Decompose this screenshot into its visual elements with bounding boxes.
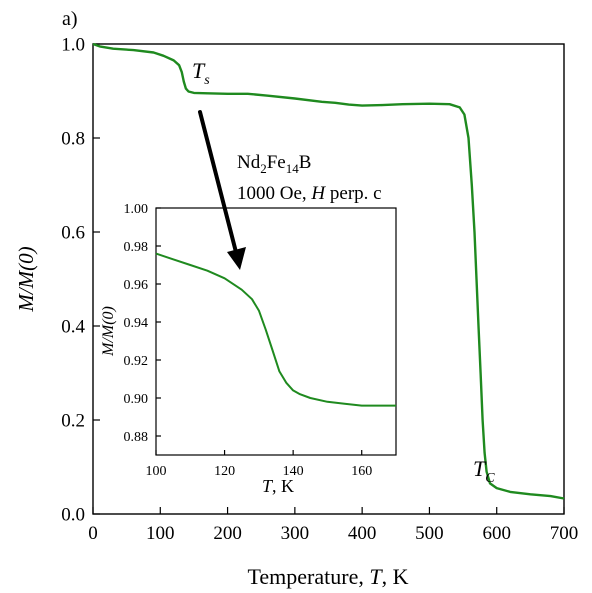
x-tick-label: 100: [146, 523, 175, 544]
x-tick-label: 120: [214, 464, 235, 479]
inset-plot-frame: [155, 207, 397, 456]
y-tick-label: 1.00: [124, 202, 149, 217]
x-tick-label: 100: [146, 464, 167, 479]
y-tick-label: 0.92: [124, 354, 149, 369]
main-y-tick-labels: 0.0 0.2 0.4 0.6 0.8 1.0: [61, 35, 85, 526]
main-series-line: [92, 42, 565, 500]
tc-label: TC: [473, 456, 495, 486]
x-tick-label: 600: [482, 523, 511, 544]
main-axis-ticks: [92, 43, 565, 515]
y-tick-label: 0.2: [61, 411, 85, 432]
y-tick-label: 0.4: [61, 317, 85, 338]
ts-label: Ts: [192, 58, 210, 88]
inset-x-axis-label: T, K: [262, 476, 294, 496]
inset-axis-ticks: [155, 207, 363, 455]
x-tick-label: 200: [213, 523, 242, 544]
x-tick-label: 400: [348, 523, 377, 544]
main-x-tick-labels: 0 100 200 300 400 500 600 700: [88, 523, 578, 544]
inset-x-tick-labels: 100 120 140 160: [146, 464, 373, 479]
inset-y-axis-label: M/M(0): [100, 306, 117, 357]
x-tick-label: 300: [281, 523, 310, 544]
y-tick-label: 0.88: [124, 430, 149, 445]
y-tick-label: 0.6: [61, 223, 85, 244]
pointer-arrow-line: [198, 110, 239, 258]
compound-label: Nd2Fe14B: [237, 152, 311, 176]
main-plot-frame: [92, 43, 565, 515]
y-tick-label: 0.90: [124, 392, 149, 407]
inset-series-line: [155, 252, 396, 407]
x-tick-label: 160: [351, 464, 372, 479]
x-tick-label: 0: [88, 523, 98, 544]
y-tick-label: 0.98: [124, 240, 149, 255]
panel-label: a): [62, 8, 78, 30]
y-tick-label: 0.8: [61, 129, 85, 150]
main-x-axis-label: Temperature, T, K: [248, 564, 409, 589]
field-label: 1000 Oe, H perp. c: [237, 183, 382, 204]
inset-y-tick-labels: 0.88 0.90 0.92 0.94 0.96 0.98 1.00: [124, 202, 149, 445]
x-tick-label: 700: [550, 523, 579, 544]
y-tick-label: 0.0: [61, 505, 85, 526]
main-y-axis-label: M/M(0): [14, 246, 38, 312]
y-tick-label: 0.94: [124, 316, 149, 331]
x-tick-label: 140: [283, 464, 304, 479]
y-tick-label: 1.0: [61, 35, 85, 56]
y-tick-label: 0.96: [124, 278, 149, 293]
x-tick-label: 500: [415, 523, 444, 544]
pointer-arrowhead: [227, 247, 246, 270]
